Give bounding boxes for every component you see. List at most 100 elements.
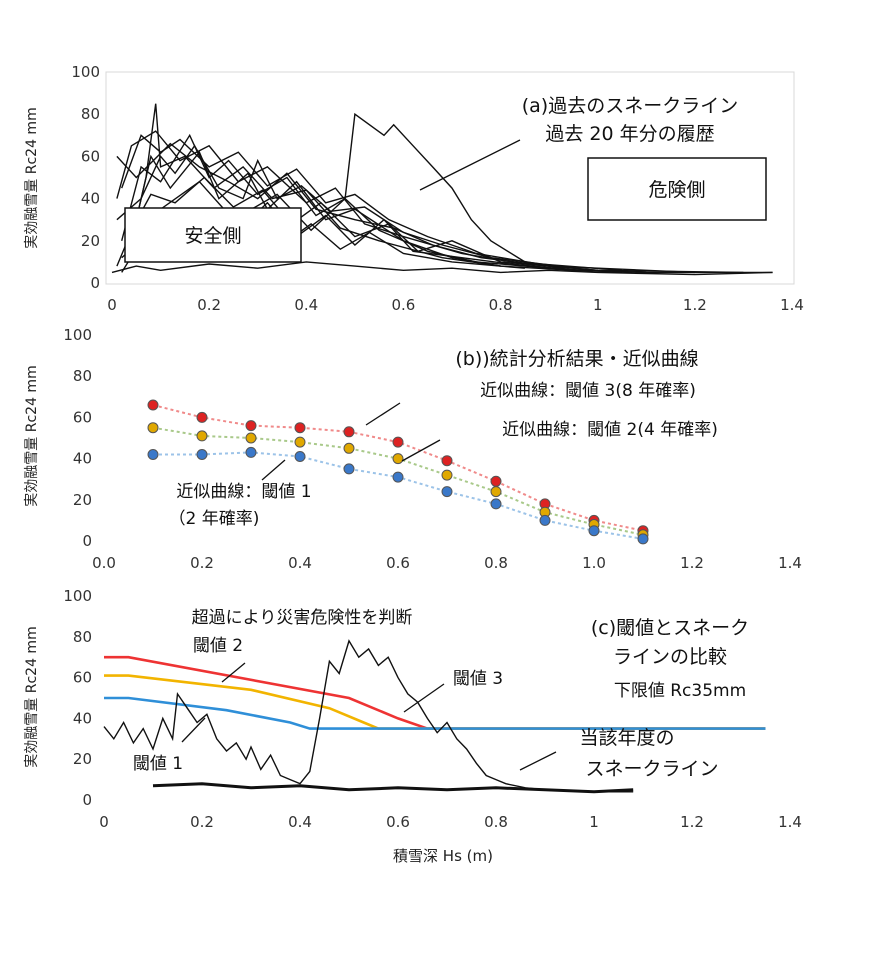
panel-b-label-threshold-1: 近似曲線：閾値 1	[176, 482, 311, 502]
x-tick-label: 1.4	[778, 813, 802, 831]
panel-b-leader-2	[401, 439, 441, 462]
x-tick-label: 1.2	[680, 813, 704, 831]
panel-b-y-ticks: 0 20 40 60 80 100	[63, 326, 92, 550]
panel-c-leader-current	[519, 751, 557, 771]
x-tick-label: 1	[589, 813, 599, 831]
y-tick-label: 20	[81, 232, 100, 250]
x-tick-label: 0.0	[92, 554, 116, 572]
x-tick-label: 0.6	[386, 554, 410, 572]
y-tick-label: 80	[81, 105, 100, 123]
threshold-line	[104, 696, 766, 730]
x-tick-label: 0.6	[386, 813, 410, 831]
panel-c-x-ticks: 0 0.2 0.4 0.6 0.8 1 1.2 1.4	[99, 813, 802, 831]
panel-a-leader	[419, 139, 521, 191]
history-snake-line	[116, 142, 695, 274]
panel-c-leader-3	[403, 683, 445, 713]
curve-point	[490, 486, 502, 498]
panel-a-plot-area	[105, 71, 795, 285]
curve-point	[245, 432, 257, 444]
panel-c-annotation-title-3: 下限値 Rc35mm	[614, 681, 746, 701]
curve-point	[147, 449, 159, 460]
panel-c-annotation-title-2: ラインの比較	[613, 646, 727, 668]
panel-c-label-threshold-3: 閾値 3	[453, 669, 503, 689]
panel-c-y-axis-label: 実効融雪量 Rc24 mm	[24, 626, 40, 767]
curve-point	[343, 442, 355, 454]
curve-point	[196, 411, 208, 423]
panel-c-x-axis-label: 積雪深 Hs (m)	[393, 847, 493, 865]
danger-side-label: 危険側	[648, 179, 705, 201]
panel-b-y-axis-label: 実効融雪量 Rc24 mm	[24, 365, 40, 506]
panel-b-label-threshold-1-prob: （2 年確率)	[169, 509, 260, 529]
panel-c-label-current-2: スネークライン	[585, 758, 718, 780]
x-tick-label: 0.8	[484, 554, 508, 572]
panel-a-y-ticks: 0 20 40 60 80 100	[71, 63, 100, 292]
x-tick-label: 0.8	[484, 813, 508, 831]
panel-c-chart: 0 20 40 60 80 100 0 0.2 0.4 0.6 0.8 1 1.2 1.4 実効融雪量 …	[24, 587, 802, 865]
panel-c-leader-1	[181, 717, 206, 743]
y-tick-label: 60	[73, 669, 92, 687]
y-tick-label: 80	[73, 367, 92, 385]
curve-point	[441, 469, 453, 481]
curve-point	[196, 430, 208, 442]
x-tick-label: 0	[107, 296, 117, 314]
curve-point	[392, 471, 404, 483]
panel-b-label-threshold-2: 近似曲線：閾値 2(4 年確率)	[502, 420, 718, 440]
y-tick-label: 100	[71, 63, 100, 81]
x-tick-label: 0.4	[288, 554, 312, 572]
y-tick-label: 20	[73, 750, 92, 768]
curve-point	[245, 446, 257, 458]
curve-point	[441, 455, 453, 467]
y-tick-label: 0	[90, 274, 100, 292]
panel-b-curves	[147, 399, 649, 545]
panel-b-label-threshold-3: 近似曲線：閾値 3(8 年確率)	[480, 381, 696, 401]
curve-point	[147, 399, 159, 411]
panel-b-chart: 0 20 40 60 80 100 0.0 0.2 0.4 0.6 0.8 1.0 1.2 1.4 実効…	[24, 326, 802, 572]
curve-point	[539, 514, 551, 526]
history-snake-line	[121, 133, 623, 274]
x-tick-label: 0.2	[190, 554, 214, 572]
x-tick-label: 0	[99, 813, 109, 831]
panel-b-annotation-title: (b))統計分析結果・近似曲線	[455, 348, 698, 370]
panel-c-annotation-title-1: (c)閾値とスネーク	[591, 617, 749, 639]
safe-side-label: 安全側	[184, 225, 241, 247]
x-tick-label: 1.0	[582, 554, 606, 572]
y-tick-label: 100	[63, 326, 92, 344]
y-tick-label: 60	[73, 408, 92, 426]
panel-b-leader-3	[365, 402, 401, 426]
current-snake-line	[103, 639, 634, 793]
curve-point	[392, 453, 404, 465]
curve-point	[294, 451, 306, 462]
history-snake-line	[125, 103, 501, 267]
panel-a-x-ticks: 0 0.2 0.4 0.6 0.8 1 1.2 1.4	[107, 296, 804, 314]
panel-c-lines	[103, 639, 766, 794]
panel-c-y-ticks: 0 20 40 60 80 100	[63, 587, 92, 809]
curve-point	[637, 533, 649, 545]
panel-c-leader-2	[221, 662, 246, 683]
panel-c-label-threshold-2: 閾値 2	[193, 636, 243, 656]
curve-point	[245, 420, 257, 432]
y-tick-label: 40	[73, 709, 92, 727]
panel-c-label-current-1: 当該年度の	[579, 727, 674, 749]
curve-point	[490, 498, 502, 510]
x-tick-label: 1.2	[683, 296, 707, 314]
x-tick-label: 0.4	[294, 296, 318, 314]
history-snake-line	[121, 134, 623, 271]
panel-a-chart: 0 20 40 60 80 100 0 0.2 0.4 0.6 0.8 1 1.2 1.4 実効融雪量 …	[24, 63, 804, 314]
y-tick-label: 100	[63, 587, 92, 605]
x-tick-label: 0.2	[190, 813, 214, 831]
x-tick-label: 1.4	[778, 554, 802, 572]
curve-point	[294, 436, 306, 448]
x-tick-label: 0.4	[288, 813, 312, 831]
x-tick-label: 1	[593, 296, 603, 314]
y-tick-label: 40	[73, 450, 92, 468]
curve-point	[441, 486, 453, 498]
x-tick-label: 0.6	[391, 296, 415, 314]
curve-point	[147, 422, 159, 434]
safe-side-box: 安全側	[124, 207, 302, 263]
panel-a-annotation-sub: 過去 20 年分の履歴	[545, 123, 714, 145]
y-tick-label: 60	[81, 147, 100, 165]
y-tick-label: 40	[81, 190, 100, 208]
curve-point	[343, 426, 355, 438]
y-tick-label: 20	[73, 491, 92, 509]
